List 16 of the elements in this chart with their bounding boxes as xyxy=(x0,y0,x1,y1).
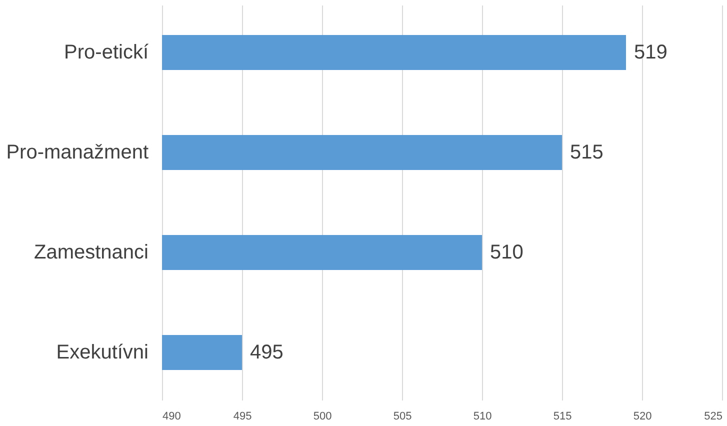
x-tick-label: 505 xyxy=(393,410,412,422)
x-tick-label: 515 xyxy=(553,410,572,422)
x-tick-label: 520 xyxy=(633,410,652,422)
x-tick-label: 510 xyxy=(473,410,492,422)
data-label: 510 xyxy=(490,242,524,264)
y-tick-label: Exekutívni xyxy=(56,342,148,364)
data-label: 495 xyxy=(250,342,284,364)
data-label: 515 xyxy=(570,142,604,164)
y-tick-label: Pro-etickí xyxy=(64,42,149,64)
x-tick-label: 525 xyxy=(704,410,722,422)
data-label: 519 xyxy=(634,42,668,64)
x-tick-label: 500 xyxy=(313,410,332,422)
x-tick-label: 490 xyxy=(162,410,181,422)
y-tick-label: Pro-manažment xyxy=(6,142,149,164)
x-tick-label: 495 xyxy=(233,410,252,422)
y-tick-label: Zamestnanci xyxy=(34,242,148,264)
